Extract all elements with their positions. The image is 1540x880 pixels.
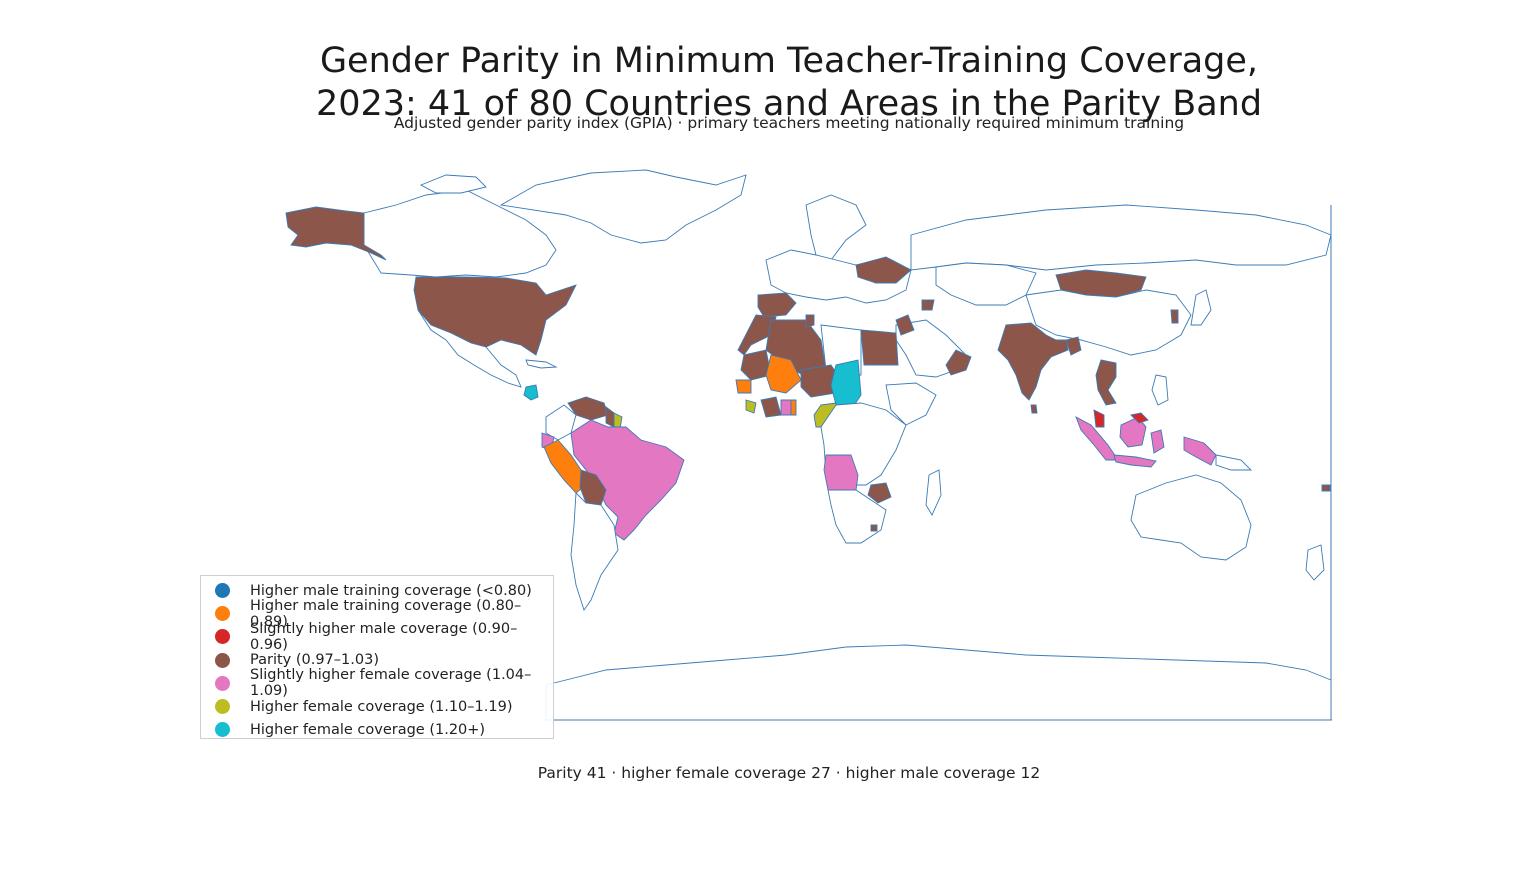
region-scandinavia <box>805 194 867 261</box>
legend-label: Slightly higher female coverage (1.04–1.… <box>250 667 532 700</box>
country-madagascar <box>925 469 942 516</box>
country-ghana <box>780 399 792 416</box>
legend-item[interactable]: Higher female coverage (1.20+) <box>201 718 553 741</box>
legend-label: Parity (0.97–1.03) <box>250 652 379 669</box>
country-india <box>997 322 1069 401</box>
title-line-2: 2023: 41 of 80 Countries and Areas in th… <box>315 84 1263 124</box>
legend-swatch <box>215 675 230 691</box>
country-indonesia-sulawesi <box>1150 429 1165 454</box>
map-legend: Higher male training coverage (<0.80) Hig… <box>200 575 554 739</box>
country-philippines <box>1151 374 1169 406</box>
legend-swatch <box>215 699 230 715</box>
map-subtitle: Adjusted gender parity index (GPIA) · pr… <box>393 114 1185 132</box>
legend-label: Higher male training coverage (<0.80) <box>250 582 532 599</box>
legend-swatch <box>215 722 230 738</box>
legend-label: Higher female coverage (1.10–1.19) <box>250 698 513 715</box>
country-mexico <box>417 309 522 388</box>
legend-swatch <box>215 606 230 622</box>
legend-item[interactable]: Higher female coverage (1.10–1.19) <box>201 695 553 718</box>
country-ukraine <box>855 256 912 284</box>
country-greenland <box>499 169 747 244</box>
country-malaysia-borneo <box>1130 412 1149 424</box>
arctic-islands <box>419 174 487 194</box>
legend-swatch <box>215 629 230 645</box>
country-malaysia <box>1093 409 1105 428</box>
map-footer: Parity 41 · higher female coverage 27 · … <box>537 764 1041 782</box>
caribbean-cuba <box>525 359 558 369</box>
legend-item[interactable]: Slightly higher female coverage (1.04–1.… <box>201 667 553 699</box>
country-indonesia-java <box>1113 454 1157 468</box>
legend-swatch <box>215 652 230 668</box>
world-map <box>246 165 1332 721</box>
legend-item[interactable]: Higher male training coverage (<0.80) <box>201 579 553 602</box>
legend-label: Higher male training coverage (0.80–0.89… <box>250 597 522 630</box>
country-honduras <box>523 384 539 401</box>
country-zimbabwe <box>867 482 892 504</box>
country-argentina-chile <box>570 491 619 612</box>
country-mali <box>765 354 802 394</box>
country-guinea <box>745 399 757 414</box>
title-line-1: Gender Parity in Minimum Teacher-Trainin… <box>319 41 1259 81</box>
country-south-korea <box>1170 309 1179 324</box>
region-central-asia <box>935 262 1037 306</box>
country-mauritania <box>740 349 772 381</box>
country-australia <box>1130 474 1252 561</box>
country-png <box>1215 454 1253 471</box>
country-bangladesh <box>1065 336 1082 356</box>
country-china <box>1025 289 1192 356</box>
country-chad <box>830 359 862 411</box>
legend-swatch <box>215 583 230 599</box>
country-senegal <box>735 379 752 394</box>
region-antarctica <box>545 644 1332 721</box>
country-indonesia-papua <box>1183 436 1217 466</box>
legend-label: Slightly higher male coverage (0.90–0.96… <box>250 620 518 653</box>
country-togo <box>790 399 797 416</box>
country-spain <box>757 292 797 318</box>
country-japan <box>1190 289 1212 326</box>
legend-label: Higher female coverage (1.20+) <box>250 721 486 738</box>
country-jordan <box>895 314 915 336</box>
region-horn-of-africa <box>885 382 937 426</box>
legend-item[interactable]: Slightly higher male coverage (0.90–0.96… <box>201 621 553 653</box>
country-fiji <box>1321 484 1331 492</box>
country-sri-lanka <box>1030 404 1038 414</box>
country-new-zealand <box>1305 544 1325 581</box>
country-lesotho <box>870 524 878 532</box>
country-alaska <box>285 206 387 261</box>
legend-item[interactable]: Parity (0.97–1.03) <box>201 649 553 672</box>
country-oman <box>945 349 972 376</box>
country-armenia <box>921 299 935 311</box>
country-angola <box>823 454 859 491</box>
map-title: Gender Parity in Minimum Teacher-Trainin… <box>0 40 1540 126</box>
country-indonesia-sumatra <box>1075 416 1119 461</box>
country-egypt <box>860 329 899 366</box>
country-tunisia <box>805 314 815 328</box>
country-morocco <box>737 314 777 356</box>
country-laos-vietnam <box>1095 359 1117 406</box>
legend-item[interactable]: Higher male training coverage (0.80–0.89… <box>201 598 553 630</box>
